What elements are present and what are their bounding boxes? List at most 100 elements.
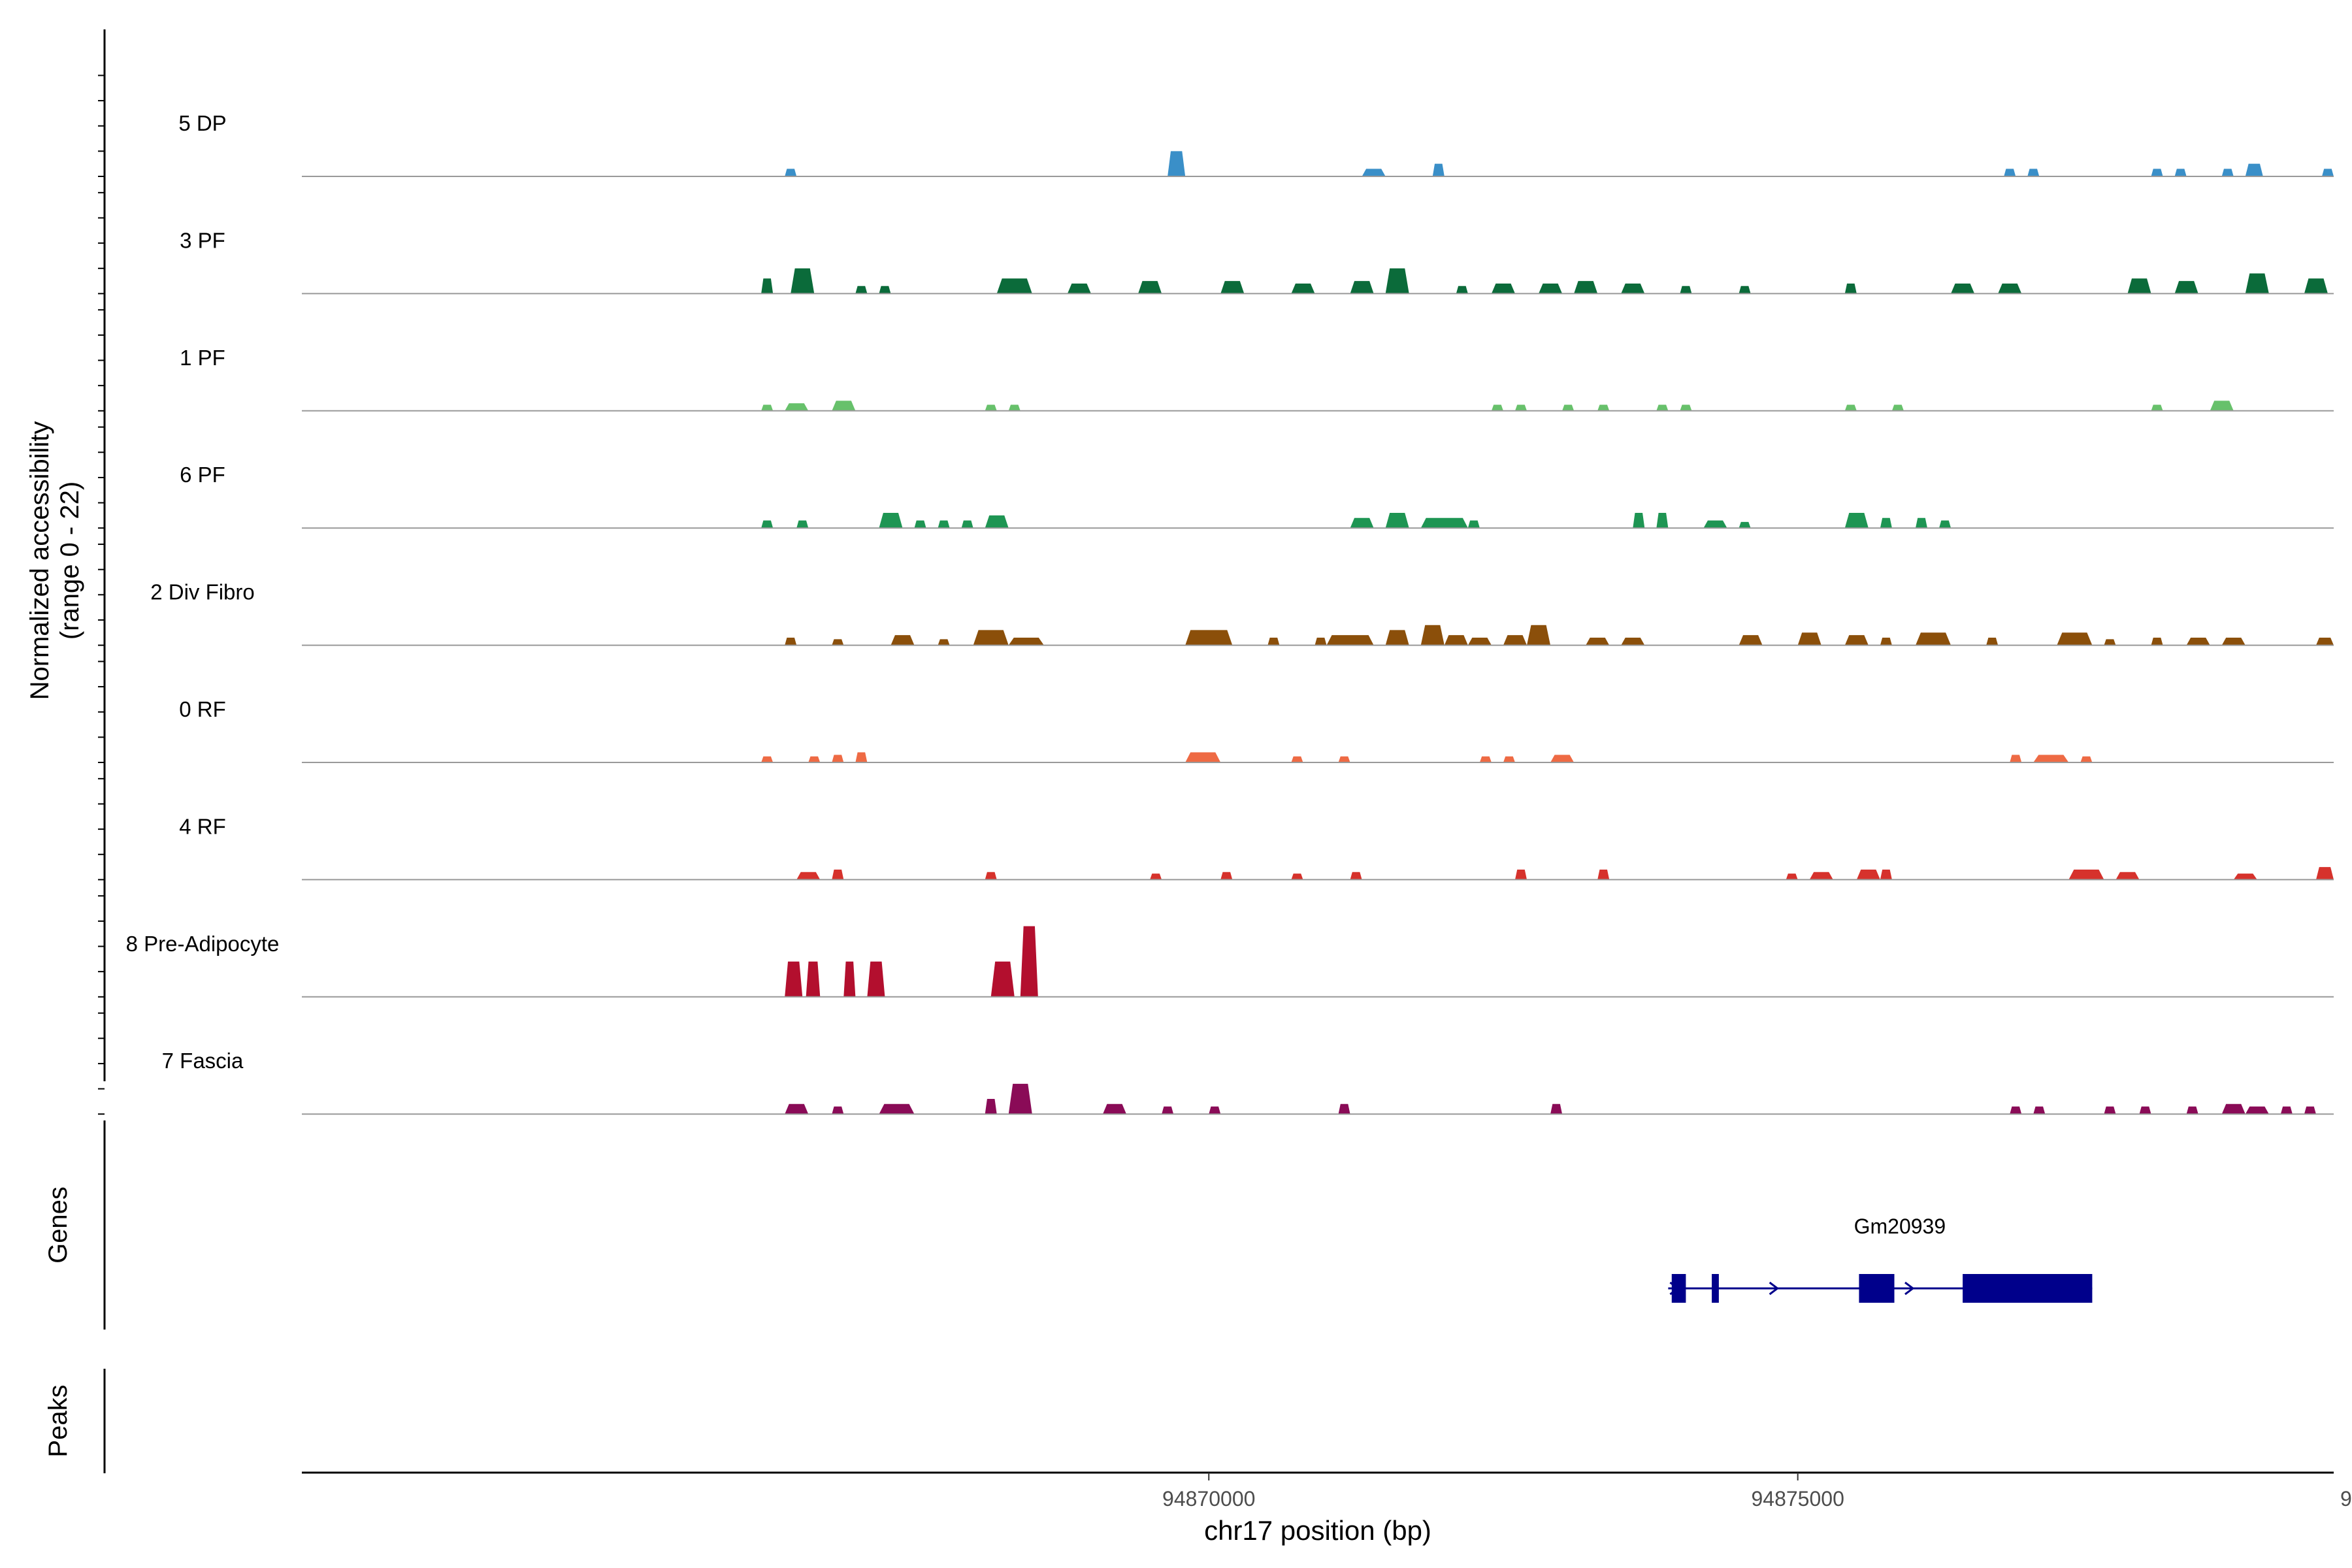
coverage-peak bbox=[1915, 517, 1927, 529]
genes-panel: Genes Gm20939 bbox=[44, 1120, 2093, 1330]
coverage-peak bbox=[1385, 513, 1409, 529]
coverage-peak bbox=[1880, 638, 1892, 645]
track-label: 7 Fascia bbox=[162, 1049, 244, 1073]
coverage-peak bbox=[2210, 400, 2234, 411]
coverage-peak bbox=[1739, 635, 1763, 645]
coverage-peak bbox=[1844, 513, 1869, 529]
coverage-peak bbox=[1432, 163, 1445, 176]
coverage-peak bbox=[1291, 756, 1303, 762]
coverage-peak bbox=[1168, 151, 1186, 176]
coverage-peak bbox=[2033, 1106, 2046, 1115]
gene-name-label: Gm20939 bbox=[1854, 1215, 1946, 1238]
track-label: 3 PF bbox=[180, 228, 225, 252]
coverage-peak bbox=[2245, 273, 2269, 294]
gene-exon bbox=[1963, 1274, 2093, 1303]
coverage-peak bbox=[2174, 281, 2198, 294]
coverage-peak bbox=[832, 869, 844, 880]
track-label: 4 RF bbox=[179, 814, 226, 838]
coverage-peak bbox=[2321, 169, 2334, 176]
coverage-peak bbox=[785, 169, 797, 176]
coverage-peak bbox=[1986, 638, 1999, 645]
coverage-peak bbox=[1338, 1103, 1350, 1115]
track-4: 6 PF bbox=[180, 463, 2334, 529]
gene-exon bbox=[1671, 1274, 1686, 1303]
track-label: 5 DP bbox=[178, 111, 226, 135]
coverage-peak bbox=[1467, 520, 1480, 529]
strand-arrow bbox=[1769, 1281, 1780, 1296]
coverage-peak bbox=[1939, 520, 1952, 529]
coverage-peak bbox=[808, 756, 821, 762]
coverage-peak bbox=[1809, 872, 1833, 880]
y-axis-label-line1: Normalized accessibility bbox=[25, 421, 54, 700]
coverage-peak bbox=[1185, 752, 1221, 762]
gene-exon bbox=[1712, 1274, 1719, 1303]
coverage-peak bbox=[1844, 283, 1857, 294]
coverage-peak bbox=[1514, 404, 1527, 411]
coverage-peak bbox=[1844, 635, 1869, 645]
coverage-peak bbox=[832, 1106, 844, 1115]
coverage-peak bbox=[832, 639, 844, 645]
coverage-peak bbox=[879, 1103, 915, 1115]
coverage-peak bbox=[2151, 638, 2163, 645]
coverage-peak bbox=[1456, 286, 1468, 294]
coverage-peak bbox=[1856, 869, 1880, 880]
coverage-peak bbox=[2304, 278, 2328, 294]
x-axis-title: chr17 position (bp) bbox=[1204, 1515, 1431, 1546]
coverage-peak bbox=[985, 515, 1009, 529]
coverage-peak bbox=[761, 404, 774, 411]
coverage-peak bbox=[2151, 404, 2163, 411]
coverage-peak bbox=[2139, 1106, 2151, 1115]
track-label: 6 PF bbox=[180, 463, 225, 487]
coverage-peak bbox=[1315, 638, 1327, 645]
peaks-label: Peaks bbox=[44, 1384, 73, 1457]
coverage-peak bbox=[1385, 630, 1409, 645]
coverage-peak bbox=[2127, 278, 2151, 294]
coverage-peak bbox=[1550, 1103, 1563, 1115]
coverage-peak bbox=[2027, 169, 2040, 176]
coverage-peak bbox=[1362, 169, 1386, 176]
coverage-peak bbox=[985, 404, 997, 411]
coverage-peak bbox=[1514, 869, 1527, 880]
x-tick-label: 94875000 bbox=[1751, 1487, 1844, 1511]
coverage-peak bbox=[1597, 404, 1610, 411]
coverage-peak bbox=[985, 872, 997, 880]
coverage-peak bbox=[2033, 755, 2069, 762]
gene-model: Gm20939 bbox=[1668, 1215, 2093, 1303]
coverage-peak bbox=[1539, 283, 1563, 294]
coverage-peak bbox=[1350, 517, 1374, 529]
coverage-peak bbox=[785, 638, 797, 645]
coverage-peak bbox=[785, 1103, 809, 1115]
strand-arrow bbox=[1904, 1281, 1915, 1296]
track-7: 4 RF bbox=[179, 814, 2334, 881]
coverage-peak bbox=[832, 755, 844, 762]
track-label: 1 PF bbox=[180, 346, 225, 370]
coverage-peak bbox=[1491, 404, 1503, 411]
coverage-peak bbox=[1267, 638, 1280, 645]
coverage-peak bbox=[2186, 1106, 2198, 1115]
coverage-peak bbox=[1209, 1106, 1221, 1115]
coverage-peak bbox=[914, 520, 926, 529]
coverage-peak bbox=[1797, 632, 1821, 645]
coverage-peak bbox=[1739, 286, 1751, 294]
coverage-peak bbox=[1291, 283, 1315, 294]
coverage-peak bbox=[761, 520, 774, 529]
coverage-peak bbox=[806, 961, 821, 997]
coverage-peak bbox=[1291, 874, 1303, 880]
gene-exon bbox=[1859, 1274, 1895, 1303]
coverage-peak bbox=[2068, 869, 2104, 880]
coverage-peak bbox=[1338, 756, 1350, 762]
coverage-peak bbox=[1998, 283, 2022, 294]
coverage-peak bbox=[1680, 404, 1692, 411]
coverage-peak bbox=[2315, 638, 2334, 645]
coverage-peak bbox=[1350, 281, 1374, 294]
coverage-peak bbox=[1527, 625, 1551, 645]
coverage-peak bbox=[1503, 635, 1527, 645]
coverage-peak bbox=[1891, 404, 1904, 411]
coverage-peak bbox=[1703, 520, 1727, 529]
coverage-peak bbox=[990, 961, 1015, 997]
track-2: 3 PF bbox=[180, 228, 2334, 295]
coverage-peak bbox=[867, 961, 885, 997]
coverage-peak bbox=[1102, 1103, 1127, 1115]
coverage-peak bbox=[2186, 638, 2210, 645]
